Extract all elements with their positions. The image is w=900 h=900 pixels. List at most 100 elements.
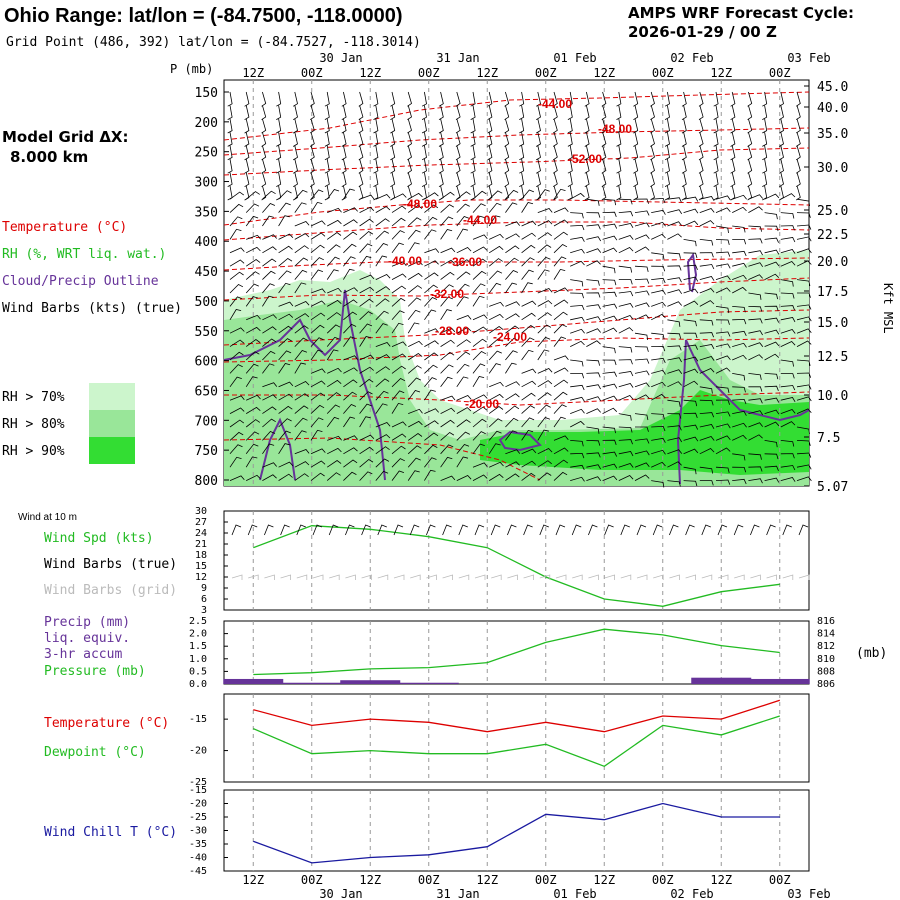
wind-barb bbox=[245, 191, 260, 200]
wind-barb bbox=[262, 338, 277, 347]
wind-barb bbox=[521, 325, 536, 334]
wind-barb bbox=[796, 426, 810, 435]
wind-barb bbox=[537, 349, 550, 361]
legend-pressure: Pressure (mb) bbox=[44, 664, 146, 679]
wind-barb bbox=[310, 448, 326, 455]
wind-barb bbox=[683, 448, 699, 455]
wind-barb bbox=[762, 91, 768, 107]
wind-barb bbox=[390, 132, 396, 147]
wind-barb-grid bbox=[248, 574, 259, 580]
wind-barb bbox=[278, 325, 293, 334]
wind-barb bbox=[667, 449, 683, 455]
wind-barb bbox=[262, 203, 276, 213]
wind-barb bbox=[504, 118, 510, 134]
wind-barb bbox=[715, 207, 731, 213]
wind-barb-true bbox=[523, 524, 533, 536]
wind-barb bbox=[586, 372, 601, 378]
dewpoint-line bbox=[253, 715, 780, 768]
wind-barb bbox=[553, 188, 566, 200]
wind-barb bbox=[407, 353, 423, 361]
wind-barb bbox=[343, 435, 359, 441]
wind-barb-true bbox=[636, 524, 647, 536]
wind-barb bbox=[310, 404, 325, 414]
wind-barb bbox=[324, 91, 330, 107]
wind-barb bbox=[391, 310, 405, 321]
wind-barb bbox=[278, 350, 292, 361]
wind-barb bbox=[310, 472, 325, 481]
wind-barb bbox=[601, 145, 607, 161]
wind-barb bbox=[698, 132, 704, 147]
wind-barb bbox=[407, 390, 421, 401]
rh70-swatch bbox=[89, 383, 135, 410]
wind-barb bbox=[421, 132, 427, 147]
wind-barb bbox=[552, 132, 558, 147]
wind-barb bbox=[343, 459, 358, 468]
wind-barb bbox=[227, 105, 233, 120]
wind-barb bbox=[505, 350, 518, 361]
forecast-cycle-label: AMPS WRF Forecast Cycle: bbox=[628, 4, 854, 22]
wind-barb bbox=[715, 319, 730, 325]
wind-barb-grid bbox=[523, 574, 534, 580]
wind-barb bbox=[359, 255, 372, 267]
wind-barb bbox=[245, 406, 261, 414]
wind-barb bbox=[505, 202, 518, 213]
wind-barb bbox=[584, 185, 590, 201]
wind-barb bbox=[764, 305, 779, 312]
wind-barb bbox=[713, 185, 719, 201]
wind-barb bbox=[553, 244, 568, 254]
wind-barb bbox=[359, 403, 372, 414]
wind-barb bbox=[261, 172, 267, 188]
wind-barb bbox=[440, 247, 456, 254]
wind-barb bbox=[618, 426, 633, 433]
wind-barb bbox=[553, 471, 568, 481]
wind-barb bbox=[326, 460, 342, 468]
wind-barb bbox=[245, 203, 260, 213]
wind-barb bbox=[487, 185, 493, 201]
wind-barb bbox=[440, 327, 456, 334]
wind-barb bbox=[764, 212, 778, 220]
wind-barb bbox=[391, 273, 407, 280]
wind-barb bbox=[796, 440, 811, 447]
temp-contour-label: -28.00 bbox=[435, 324, 469, 338]
wind-barb bbox=[667, 252, 681, 259]
wind-barb bbox=[407, 172, 412, 188]
wind-barb bbox=[276, 145, 282, 161]
rh90-swatch bbox=[89, 437, 135, 464]
top-date-labels: 30 Jan 31 Jan 01 Feb 02 Feb 03 Feb bbox=[319, 51, 830, 65]
wind-barb bbox=[310, 220, 326, 227]
wind-barb bbox=[488, 418, 503, 428]
wind-barb bbox=[713, 118, 719, 134]
wind-barb-grid bbox=[798, 574, 810, 580]
wind-barb bbox=[535, 158, 541, 174]
wind-barb bbox=[261, 132, 267, 147]
wind-barb bbox=[602, 359, 617, 366]
wind-barb bbox=[762, 105, 768, 120]
wind-barb bbox=[487, 145, 493, 161]
wind-barb bbox=[748, 225, 762, 232]
temp-contour-label: -40.00 bbox=[388, 254, 422, 268]
wind-barb bbox=[570, 440, 584, 447]
temp-contour-label: -48.00 bbox=[403, 197, 437, 211]
temp-contour-h bbox=[223, 309, 810, 346]
top-hour-label: 00Z bbox=[652, 66, 674, 80]
wind-barb bbox=[262, 314, 277, 321]
wind-barb-grid bbox=[264, 574, 275, 580]
wind-barb bbox=[472, 376, 485, 388]
kft-tick-label: 45.0 bbox=[817, 80, 848, 95]
wind-barb bbox=[310, 324, 325, 334]
wind-barb bbox=[391, 445, 406, 455]
wind-barb bbox=[762, 172, 768, 187]
wind-barb bbox=[456, 363, 470, 374]
wind-barb bbox=[667, 381, 682, 388]
wind-barb bbox=[229, 216, 243, 227]
wind-barb bbox=[391, 421, 407, 428]
temp-contour-c bbox=[223, 147, 810, 176]
wind-barb bbox=[651, 221, 666, 227]
wind-barb bbox=[373, 91, 379, 107]
wind-barb bbox=[375, 230, 389, 240]
wind-barb bbox=[553, 391, 568, 401]
wind-barb bbox=[796, 279, 811, 287]
wind-barb bbox=[245, 363, 259, 374]
wind-barb bbox=[262, 363, 275, 374]
